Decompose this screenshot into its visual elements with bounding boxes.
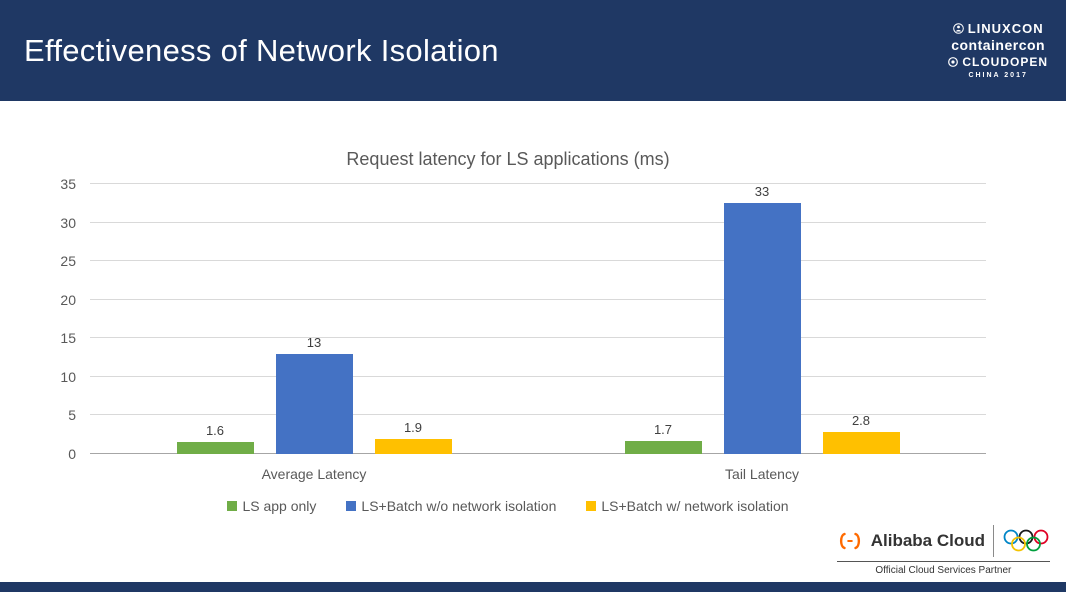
legend-item: LS+Batch w/o network isolation <box>346 498 556 514</box>
x-axis-category-label: Tail Latency <box>725 466 799 482</box>
y-axis-tick-label: 0 <box>68 446 76 462</box>
y-axis-tick-label: 20 <box>60 291 76 308</box>
bar-column: 33 <box>723 184 801 454</box>
bar-value-label: 2.8 <box>851 413 871 429</box>
x-axis-labels: Average Latency Tail Latency <box>90 454 986 482</box>
bar-value-label: 33 <box>754 184 770 199</box>
header-bar: Effectiveness of Network Isolation LINUX… <box>0 0 1066 101</box>
chart-legend: LS app only LS+Batch w/o network isolatio… <box>30 498 986 514</box>
legend-item: LS+Batch w/ network isolation <box>586 498 789 514</box>
legend-item: LS app only <box>227 498 316 514</box>
plot-row: 0 5 10 15 20 25 30 35 1.6 13 1.9 1.7 33 2.8 <box>30 176 986 462</box>
bar-group: 1.6 13 1.9 <box>176 184 452 454</box>
bar-column: 1.9 <box>374 184 452 454</box>
gridline <box>90 221 986 223</box>
bar <box>374 439 452 454</box>
partner-logo-row: Alibaba Cloud <box>837 525 1050 557</box>
bar <box>822 432 900 454</box>
bar <box>624 440 702 454</box>
y-axis-tick-label: 5 <box>68 407 76 424</box>
bar-column: 1.7 <box>624 184 702 454</box>
olympic-rings-icon <box>1002 528 1050 554</box>
containercon-logo: containercon <box>951 37 1045 55</box>
bar-column: 13 <box>275 184 353 454</box>
china-2017-label: CHINA 2017 <box>968 71 1028 79</box>
bar-value-label: 1.6 <box>205 422 225 438</box>
gridline <box>90 414 986 416</box>
chart-title: Request latency for LS applications (ms) <box>346 149 670 169</box>
cloudopen-icon <box>948 57 959 67</box>
gridline <box>90 375 986 377</box>
bar <box>275 353 353 454</box>
slide-body: Request latency for LS applications (ms)… <box>0 101 1066 514</box>
bar <box>723 203 801 454</box>
bar-groups: 1.6 13 1.9 1.7 33 2.8 <box>90 184 986 454</box>
legend-swatch <box>586 501 597 511</box>
gridlines <box>90 183 986 454</box>
x-axis-category-label: Average Latency <box>261 466 367 482</box>
legend-label: LS+Batch w/o network isolation <box>361 498 557 514</box>
legend-label: LS+Batch w/ network isolation <box>601 498 789 514</box>
gridline <box>90 298 986 300</box>
y-axis-tick-label: 25 <box>60 253 76 270</box>
page-title: Effectiveness of Network Isolation <box>24 32 499 68</box>
x-axis-line <box>90 453 986 454</box>
bar-value-label: 1.9 <box>403 420 423 436</box>
event-logos: LINUXCON containercon CLOUDOPEN CHINA 20… <box>948 21 1048 81</box>
linuxcon-icon <box>952 23 964 35</box>
bar-column: 1.6 <box>176 184 254 454</box>
legend-swatch <box>227 501 238 511</box>
latency-bar-chart: Request latency for LS applications (ms)… <box>30 101 986 514</box>
y-axis: 0 5 10 15 20 25 30 35 <box>30 176 90 462</box>
linuxcon-logo: LINUXCON <box>952 20 1044 37</box>
containercon-label: containercon <box>951 37 1046 53</box>
bar-value-label: 1.7 <box>653 421 673 437</box>
legend-label: LS app only <box>242 498 317 514</box>
gridline <box>90 260 986 262</box>
gridline <box>90 183 986 184</box>
y-axis-tick-label: 10 <box>60 368 76 385</box>
partner-brand-name: Alibaba Cloud <box>870 531 985 550</box>
plot-area: 1.6 13 1.9 1.7 33 2.8 <box>90 183 986 454</box>
bar-column: 2.8 <box>822 184 900 454</box>
bottom-accent-bar <box>0 582 1066 592</box>
gridline <box>90 337 986 339</box>
y-axis-tick-label: 35 <box>60 176 76 192</box>
cloudopen-logo: CLOUDOPEN <box>948 55 1048 70</box>
bar-group: 1.7 33 2.8 <box>624 184 900 454</box>
linuxcon-label: LINUXCON <box>967 20 1044 36</box>
y-axis-tick-label: 15 <box>60 330 76 347</box>
partner-caption: Official Cloud Services Partner <box>836 561 1050 576</box>
legend-swatch <box>346 501 357 511</box>
partner-footer: Alibaba Cloud Official Cloud Services Pa… <box>836 525 1050 576</box>
cloudopen-label: CLOUDOPEN <box>962 54 1048 69</box>
alibaba-cloud-icon <box>837 532 863 550</box>
bar <box>176 441 254 454</box>
bar-value-label: 13 <box>306 334 322 350</box>
y-axis-tick-label: 30 <box>60 214 76 231</box>
divider <box>993 525 994 557</box>
